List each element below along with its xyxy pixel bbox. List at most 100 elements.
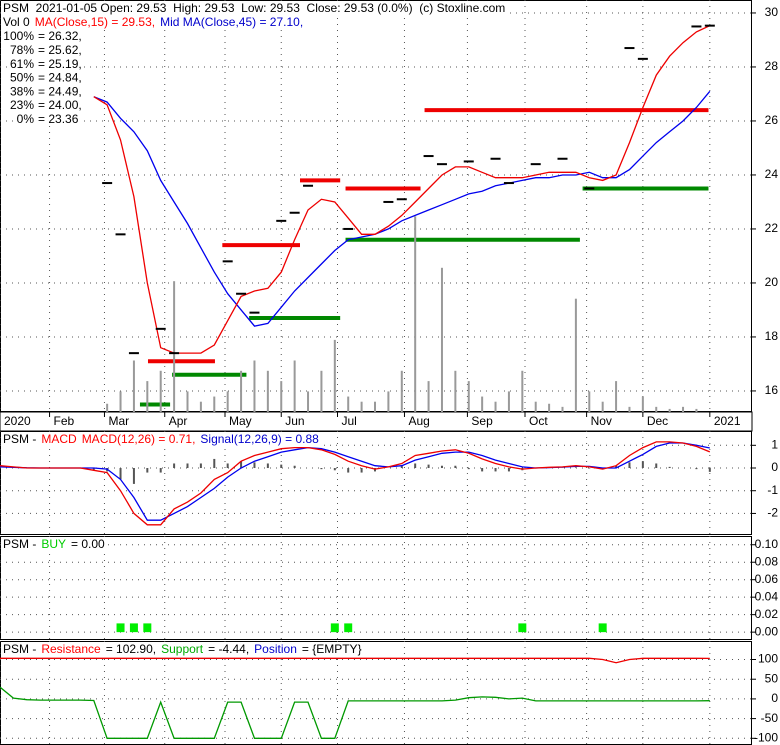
header-text: Vol 0 xyxy=(3,15,30,29)
histogram-bar xyxy=(132,468,135,484)
histogram-bar xyxy=(360,468,363,473)
header-text: MACD xyxy=(41,432,77,446)
histogram-bar xyxy=(213,458,216,469)
fib-label: 100% xyxy=(3,29,34,43)
y-tick-label: -100 xyxy=(754,730,778,744)
header-background xyxy=(1,642,364,657)
volume-bar xyxy=(695,408,698,412)
volume-bar xyxy=(414,216,417,412)
panel-header: PSM - BUY = 0.00 xyxy=(1,537,108,552)
y-tick-label: -1 xyxy=(767,483,778,497)
x-tick-label: Oct xyxy=(529,414,548,428)
x-tick-label: Sep xyxy=(471,414,493,428)
histogram-bar xyxy=(481,468,484,472)
y-tick-label: 100 xyxy=(758,652,778,666)
volume-bar xyxy=(628,406,631,412)
volume-bar xyxy=(320,370,323,412)
panel-header: PSM - Resistance = 102.90, Support = -4.44, P… xyxy=(1,642,364,657)
header-text: MA(Close,15) = 29.53, xyxy=(35,15,155,29)
volume-bar xyxy=(159,370,162,412)
histogram-bar xyxy=(414,463,417,469)
header-background xyxy=(36,111,81,126)
header-background xyxy=(7,84,37,99)
volume-bar xyxy=(615,381,618,412)
series-line xyxy=(93,90,711,327)
y-tick-label: 0.06 xyxy=(755,572,779,586)
x-tick-label: Dec xyxy=(647,414,668,428)
fib-value: = 25.62, xyxy=(38,43,82,57)
header-line: PSM - BUY = 0.00 xyxy=(3,537,105,551)
signal-bar xyxy=(598,623,607,633)
volume-bar xyxy=(561,406,564,412)
header-background xyxy=(1,1,508,16)
header-text: PSM - xyxy=(3,537,36,551)
histogram-bar xyxy=(427,464,430,469)
header-text: Position xyxy=(254,642,297,656)
volume-bar xyxy=(641,396,644,412)
header-background xyxy=(7,70,37,85)
panel-header: PSM - MACD MACD(12,26) = 0.71, Signal(12,26… xyxy=(1,432,322,447)
y-tick-label: 0 xyxy=(771,460,778,474)
volume-bar xyxy=(253,360,256,412)
volume-bar xyxy=(240,370,243,412)
fib-label: 23% xyxy=(10,98,34,112)
header-text: Signal(12,26,9) = 0.88 xyxy=(200,432,319,446)
volume-bar xyxy=(534,401,537,412)
header-text: = -4.44, xyxy=(208,642,249,656)
header-text: = {EMPTY} xyxy=(302,642,362,656)
volume-bar xyxy=(293,360,296,412)
histogram-bar xyxy=(226,463,229,469)
header-background xyxy=(36,42,84,57)
y-tick-label: -2 xyxy=(767,506,778,520)
panel xyxy=(0,431,752,535)
header-text: PSM - xyxy=(3,432,36,446)
volume-bar xyxy=(682,406,685,412)
y-tick-label: 20 xyxy=(765,275,779,289)
fib-label: 50% xyxy=(10,71,34,85)
histogram-bar xyxy=(467,468,470,470)
histogram-bar xyxy=(454,465,457,469)
x-tick-label: Mar xyxy=(108,414,129,428)
histogram-bar xyxy=(92,468,95,471)
volume-bar xyxy=(199,401,202,412)
y-tick-label: 0.02 xyxy=(755,607,779,621)
y-tick-label: 18 xyxy=(765,329,779,343)
volume-bar xyxy=(132,360,135,412)
histogram-bar xyxy=(507,468,510,472)
histogram-bar xyxy=(146,468,149,473)
y-tick-label: 0.08 xyxy=(755,554,779,568)
x-tick-label: Feb xyxy=(54,414,75,428)
header-background xyxy=(36,84,84,99)
fib-label: 61% xyxy=(10,57,34,71)
y-tick-label: -50 xyxy=(761,711,779,725)
header-text: Resistance xyxy=(41,642,101,656)
histogram-bar xyxy=(199,463,202,469)
volume-bar xyxy=(347,396,350,412)
panel xyxy=(0,641,752,745)
volume-bar xyxy=(266,370,269,412)
histogram-bar xyxy=(333,468,336,471)
series-line xyxy=(0,686,710,739)
fib-value: = 24.00, xyxy=(38,98,82,112)
histogram-bar xyxy=(641,461,644,469)
header-text: PSM 2021-01-05 Open: 29.53 High: 29.53 L… xyxy=(3,1,505,15)
y-tick-label: 0.00 xyxy=(755,624,779,638)
y-tick-label: 0.04 xyxy=(755,589,779,603)
histogram-bar xyxy=(494,468,497,472)
x-tick-label: Aug xyxy=(408,414,429,428)
header-background xyxy=(36,70,84,85)
y-tick-label: 0 xyxy=(771,691,778,705)
fib-value: = 23.36 xyxy=(38,112,79,126)
histogram-bar xyxy=(615,465,618,469)
histogram-bar xyxy=(708,468,711,472)
fib-value: = 25.19, xyxy=(38,57,82,71)
y-tick-label: 16 xyxy=(765,383,779,397)
header-text: Mid MA(Close,45) = 27.10, xyxy=(160,15,303,29)
series-line xyxy=(0,657,710,664)
series-line xyxy=(0,441,711,526)
header-background xyxy=(36,29,84,44)
panel xyxy=(0,536,752,640)
y-tick-label: 28 xyxy=(765,59,779,73)
header-background xyxy=(36,56,84,71)
histogram-bar xyxy=(628,462,631,469)
